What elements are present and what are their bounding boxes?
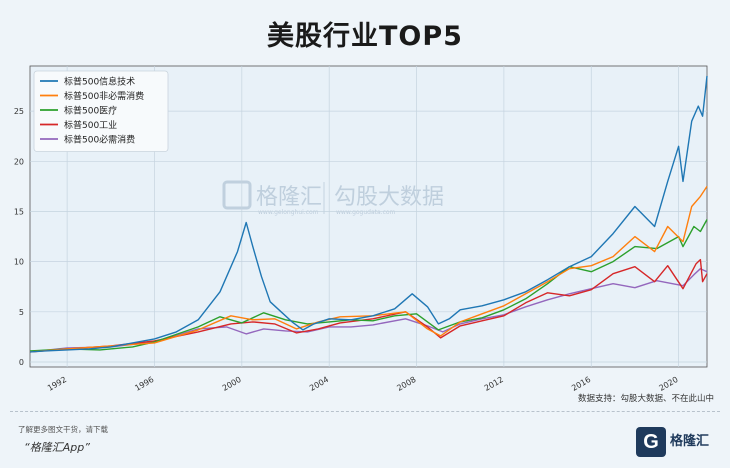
watermark-brand-url: www.gelonghui.com	[258, 209, 319, 216]
y-tick-label: 25	[14, 107, 24, 116]
footer-promo: 了解更多图文干货，请下载	[18, 425, 108, 434]
x-axis: 1992 1996 2000 2004 2008 2012 2016 2020	[46, 375, 680, 393]
series-line	[29, 268, 708, 353]
source-note: 数据支持：勾股大数据、不在此山中	[577, 394, 714, 404]
watermark-partner-url: www.gogudata.com	[336, 209, 396, 216]
series-line	[29, 258, 708, 353]
x-tick-label: 2016	[570, 375, 592, 393]
x-tick-label: 2000	[221, 375, 243, 393]
x-tick-label: 1996	[133, 375, 155, 393]
footer-divider	[10, 411, 720, 412]
x-tick-label: 2012	[483, 375, 505, 393]
series-lines	[29, 75, 708, 353]
watermark-logo-icon	[222, 180, 252, 210]
footer-brand: 格隆汇	[670, 433, 710, 449]
footer-app-name: “格隆汇App”	[24, 441, 90, 454]
legend-box	[33, 70, 169, 152]
y-axis: 0 5 10 15 20 25	[14, 107, 24, 367]
series-line	[29, 186, 708, 353]
gelonghui-logo-icon: G	[636, 427, 666, 457]
legend-label: 标普500工业	[64, 119, 117, 131]
legend-label: 标普500信息技术	[64, 76, 135, 88]
x-tick-label: 2004	[308, 375, 330, 393]
watermark-partner: 勾股大数据	[334, 185, 444, 210]
y-tick-label: 10	[14, 258, 24, 267]
x-tick-label: 2008	[395, 375, 417, 393]
watermark: 格隆汇 www.gelonghui.com 勾股大数据 www.gogudata…	[222, 180, 444, 216]
y-tick-label: 0	[19, 358, 24, 367]
series-line	[29, 75, 708, 353]
footer-logo: G 格隆汇	[636, 422, 718, 462]
x-tick-label: 2020	[657, 375, 679, 393]
y-tick-label: 15	[14, 207, 24, 216]
page-title: 美股行业TOP5	[267, 21, 463, 52]
watermark-brand: 格隆汇	[256, 185, 322, 210]
series-line	[29, 219, 708, 352]
y-tick-label: 5	[19, 308, 24, 317]
grid	[30, 66, 707, 367]
y-tick-label: 20	[14, 157, 24, 166]
legend-label: 标普500非必需消费	[64, 90, 144, 102]
legend-label: 标普500必需消费	[64, 134, 135, 146]
x-tick-label: 1992	[46, 375, 68, 393]
legend-label: 标普500医疗	[64, 105, 117, 117]
legend: 标普500信息技术标普500非必需消费标普500医疗标普500工业标普500必需…	[33, 70, 169, 152]
